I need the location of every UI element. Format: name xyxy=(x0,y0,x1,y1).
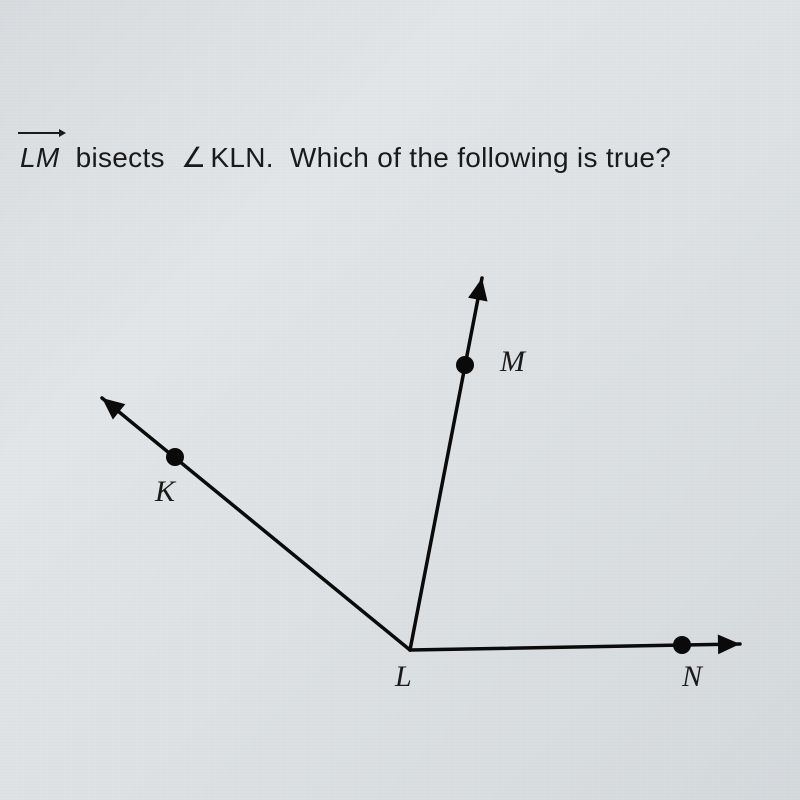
ray-K xyxy=(102,398,410,650)
point-M xyxy=(456,356,474,374)
point-K xyxy=(166,448,184,466)
arrowhead-N xyxy=(718,634,740,654)
ray-M xyxy=(410,278,482,650)
diagram-svg xyxy=(40,250,760,730)
angle-diagram: K M N L xyxy=(40,250,760,730)
question-part-1: bisects xyxy=(76,142,165,174)
angle-name: KLN. xyxy=(210,142,273,174)
angle-symbol: ∠ xyxy=(181,141,206,175)
label-K: K xyxy=(155,475,175,509)
question-text: LM bisects ∠ KLN. Which of the following… xyxy=(20,130,671,175)
point-N xyxy=(673,636,691,654)
label-M: M xyxy=(500,345,525,379)
question-part-2: Which of the following is true? xyxy=(290,142,671,174)
label-N: N xyxy=(682,660,702,694)
ray-notation: LM xyxy=(20,130,60,174)
label-vertex: L xyxy=(395,660,412,694)
